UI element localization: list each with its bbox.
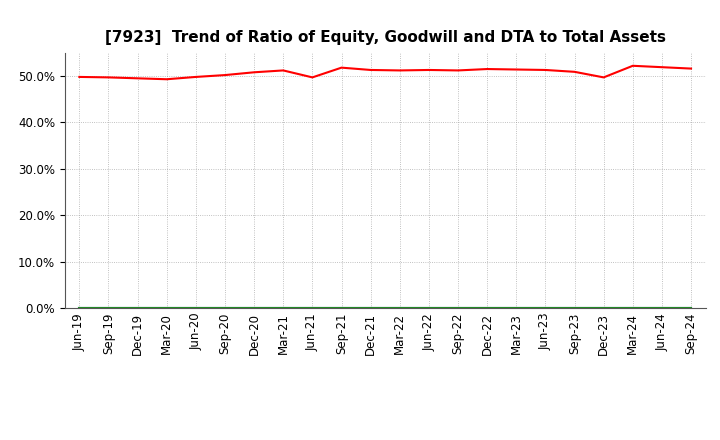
Equity <box>337 65 346 70</box>
Equity <box>75 74 84 80</box>
Deferred Tax Assets <box>308 305 317 311</box>
Equity <box>483 66 492 72</box>
Goodwill <box>395 305 404 311</box>
Deferred Tax Assets <box>220 305 229 311</box>
Goodwill <box>308 305 317 311</box>
Equity <box>599 75 608 80</box>
Goodwill <box>454 305 462 311</box>
Equity <box>163 77 171 82</box>
Goodwill <box>337 305 346 311</box>
Deferred Tax Assets <box>104 305 113 311</box>
Deferred Tax Assets <box>163 305 171 311</box>
Deferred Tax Assets <box>250 305 258 311</box>
Deferred Tax Assets <box>395 305 404 311</box>
Goodwill <box>220 305 229 311</box>
Line: Equity: Equity <box>79 66 691 79</box>
Deferred Tax Assets <box>192 305 200 311</box>
Deferred Tax Assets <box>629 305 637 311</box>
Deferred Tax Assets <box>366 305 375 311</box>
Equity <box>570 69 579 74</box>
Equity <box>104 75 113 80</box>
Equity <box>395 68 404 73</box>
Equity <box>366 67 375 73</box>
Deferred Tax Assets <box>570 305 579 311</box>
Deferred Tax Assets <box>512 305 521 311</box>
Equity <box>512 67 521 72</box>
Goodwill <box>250 305 258 311</box>
Deferred Tax Assets <box>337 305 346 311</box>
Deferred Tax Assets <box>657 305 666 311</box>
Equity <box>657 65 666 70</box>
Equity <box>133 76 142 81</box>
Goodwill <box>192 305 200 311</box>
Goodwill <box>104 305 113 311</box>
Deferred Tax Assets <box>687 305 696 311</box>
Goodwill <box>657 305 666 311</box>
Equity <box>250 70 258 75</box>
Goodwill <box>133 305 142 311</box>
Goodwill <box>541 305 550 311</box>
Goodwill <box>163 305 171 311</box>
Equity <box>425 67 433 73</box>
Equity <box>192 74 200 80</box>
Title: [7923]  Trend of Ratio of Equity, Goodwill and DTA to Total Assets: [7923] Trend of Ratio of Equity, Goodwil… <box>104 29 666 45</box>
Equity <box>454 68 462 73</box>
Equity <box>220 73 229 78</box>
Goodwill <box>599 305 608 311</box>
Goodwill <box>512 305 521 311</box>
Equity <box>308 75 317 80</box>
Deferred Tax Assets <box>599 305 608 311</box>
Deferred Tax Assets <box>425 305 433 311</box>
Deferred Tax Assets <box>541 305 550 311</box>
Goodwill <box>279 305 287 311</box>
Goodwill <box>366 305 375 311</box>
Goodwill <box>483 305 492 311</box>
Goodwill <box>629 305 637 311</box>
Equity <box>687 66 696 71</box>
Deferred Tax Assets <box>279 305 287 311</box>
Equity <box>279 68 287 73</box>
Deferred Tax Assets <box>75 305 84 311</box>
Goodwill <box>425 305 433 311</box>
Deferred Tax Assets <box>483 305 492 311</box>
Equity <box>541 67 550 73</box>
Deferred Tax Assets <box>133 305 142 311</box>
Equity <box>629 63 637 69</box>
Goodwill <box>570 305 579 311</box>
Goodwill <box>687 305 696 311</box>
Deferred Tax Assets <box>454 305 462 311</box>
Goodwill <box>75 305 84 311</box>
